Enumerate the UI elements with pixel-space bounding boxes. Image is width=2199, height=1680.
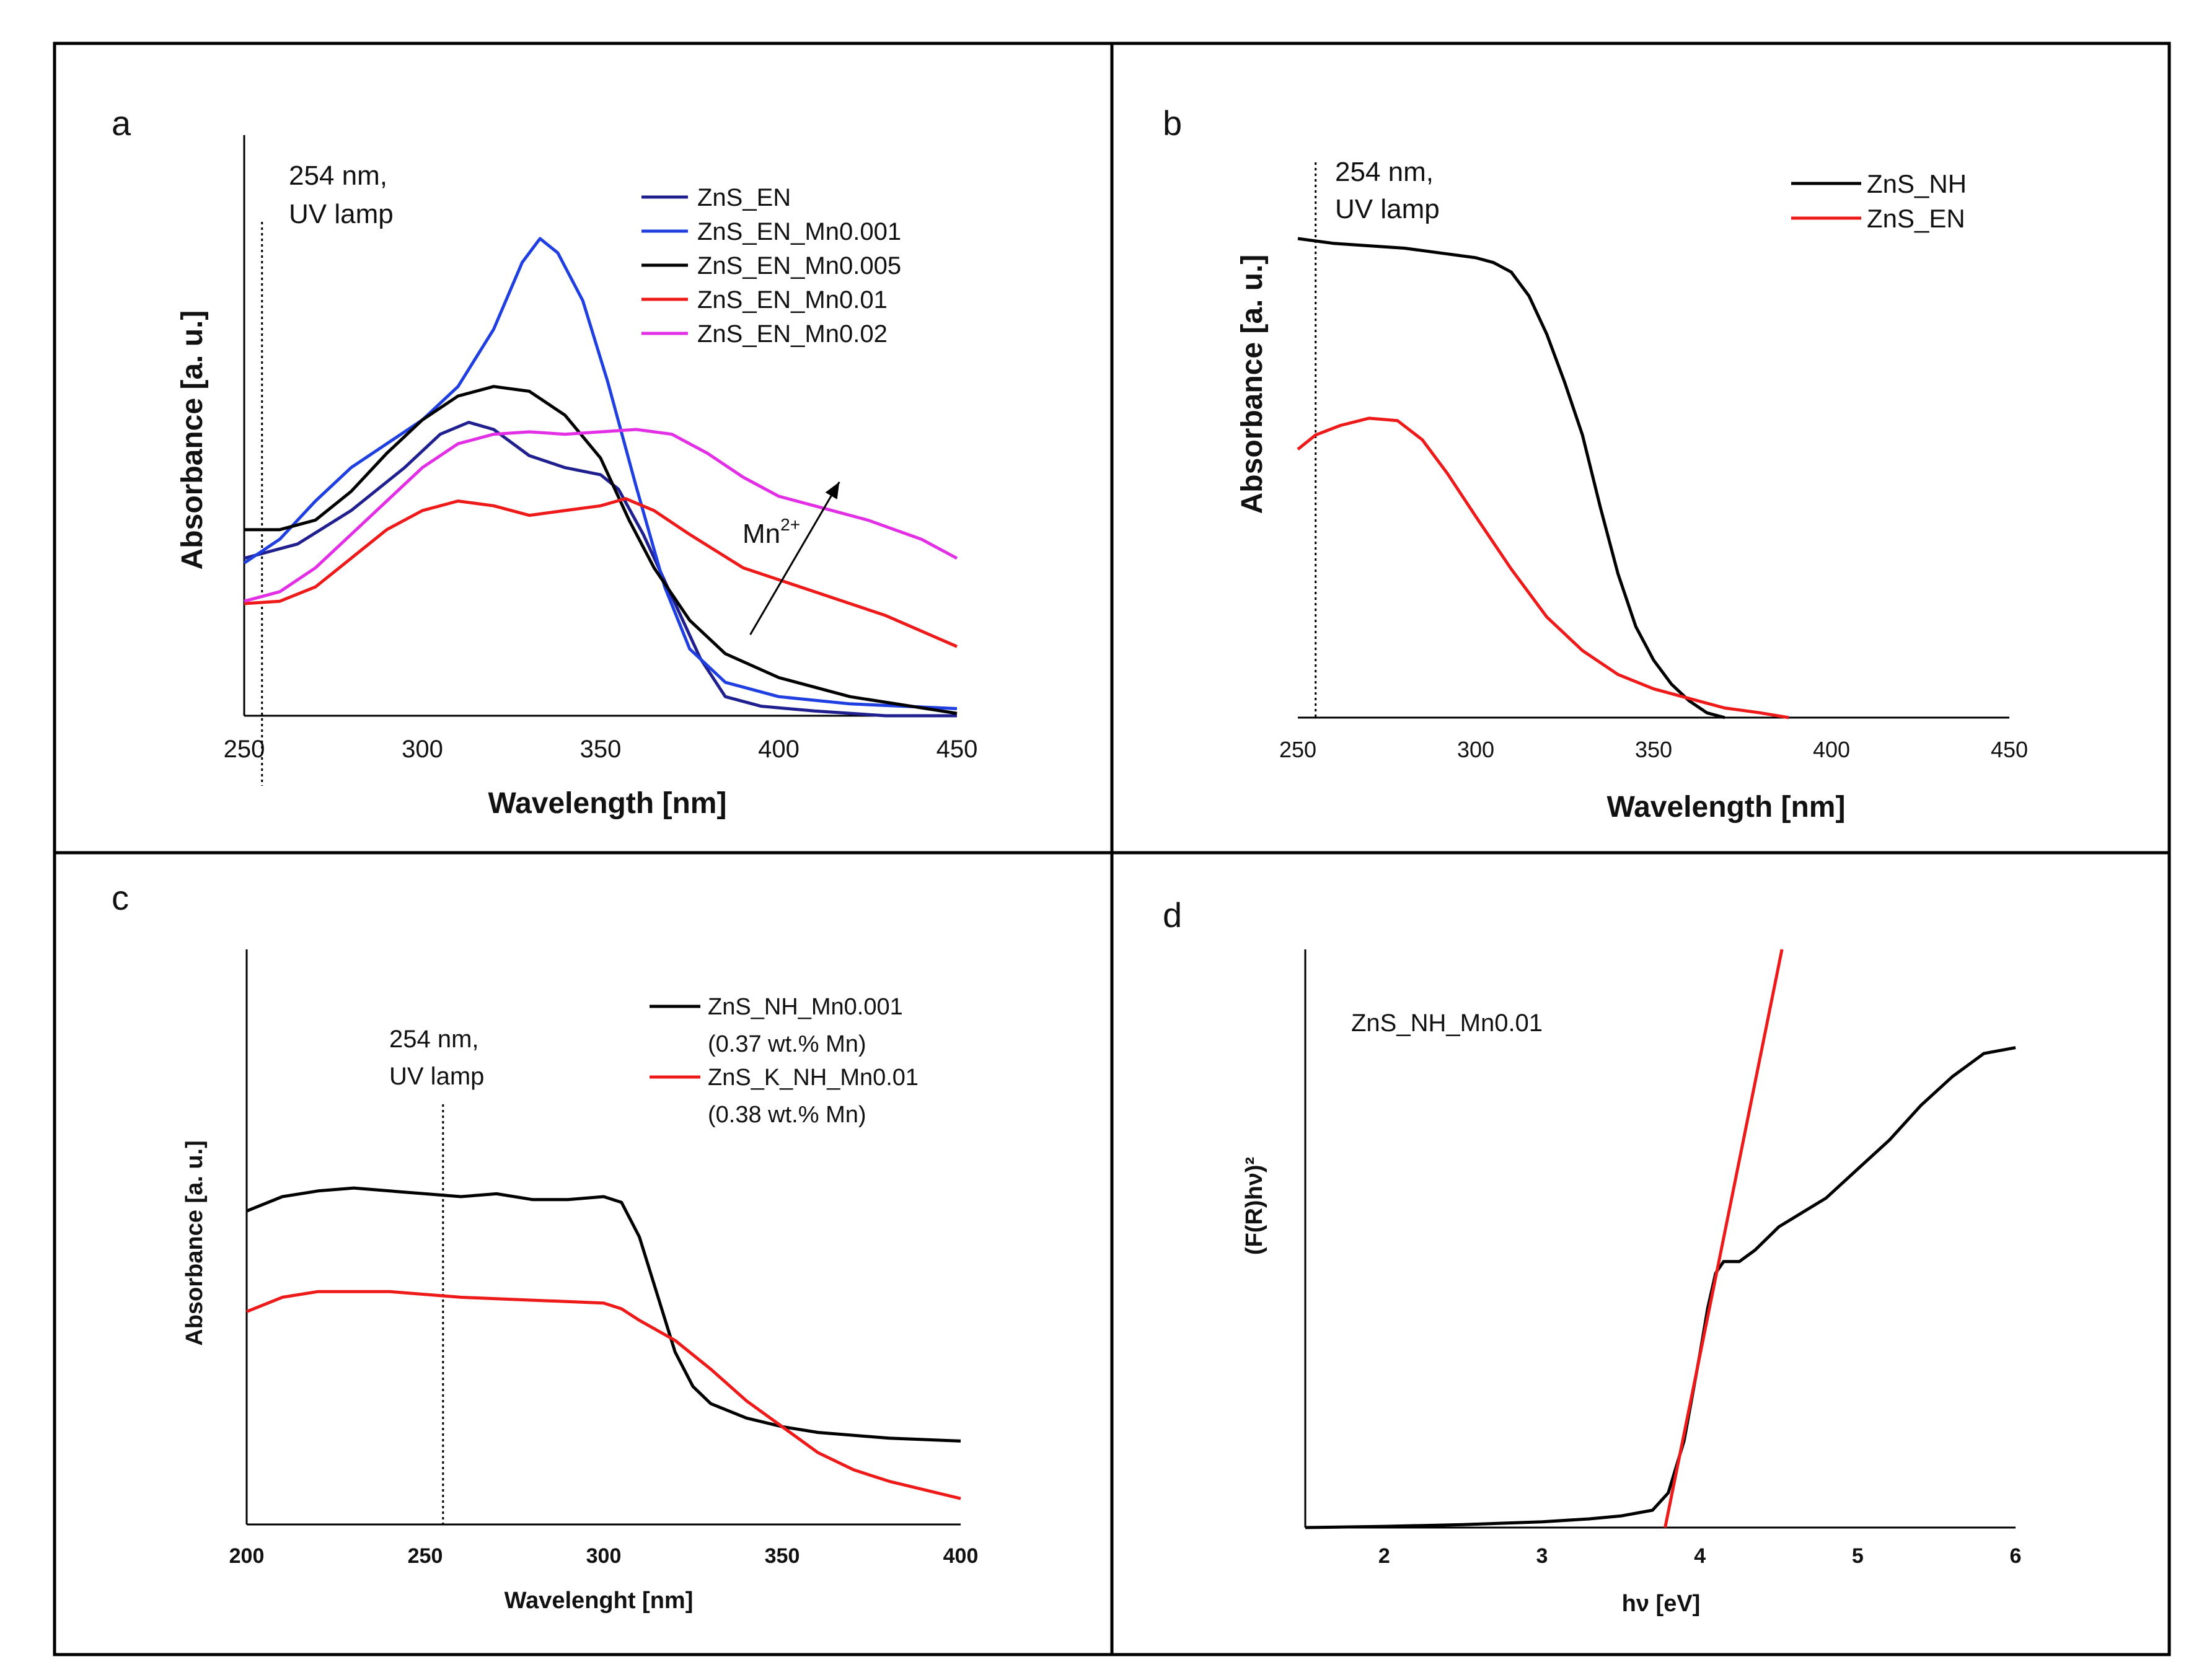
panel-a: a 250 300 350 400 450 254 nm, UV lamp Mn2+ Z…	[112, 103, 977, 820]
legend-a-label-4: ZnS_EN_Mn0.02	[697, 320, 888, 348]
panel-d-annotation: ZnS_NH_Mn0.01	[1351, 1009, 1543, 1037]
panel-a-tick-3: 400	[758, 736, 800, 763]
panel-a-annotation-line1: 254 nm,	[289, 161, 387, 191]
panel-a-tick-2: 350	[580, 736, 622, 763]
panel-b-tick-3: 400	[1813, 737, 1850, 762]
panel-d-tick-4: 6	[2010, 1544, 2022, 1568]
panel-a-tick-4: 450	[936, 736, 978, 763]
legend-c-note-1: (0.38 wt.% Mn)	[708, 1102, 866, 1128]
panel-a-series-2-line	[244, 385, 958, 715]
panel-c-tick-4: 400	[943, 1544, 979, 1568]
panel-c: c 200 250 300 350 400 254 nm, UV lamp ZnS_NH…	[112, 878, 978, 1614]
panel-a-series-1-line	[243, 237, 958, 710]
panel-a-arrowhead	[825, 482, 840, 499]
legend-a-label-2: ZnS_EN_Mn0.005	[697, 252, 901, 279]
panel-a-tick-0: 250	[224, 736, 265, 763]
panel-a-arrow	[749, 481, 840, 635]
panel-d: d 2 3 4 5 6 ZnS_NH_Mn0.01 hν [eV] (F(R)hν)²	[1163, 895, 2021, 1617]
panel-c-series-0-line	[246, 1186, 961, 1443]
panel-c-tick-2: 300	[586, 1544, 622, 1568]
panel-c-letter: c	[112, 878, 129, 917]
panel-b-letter: b	[1163, 103, 1182, 143]
panel-b: b 250 300 350 400 450 254 nm, UV lamp ZnS_NH…	[1163, 103, 2028, 824]
panel-a-mn-label: Mn2+	[743, 515, 800, 549]
legend-c-note-0: (0.37 wt.% Mn)	[708, 1031, 866, 1057]
panel-c-tick-1: 250	[408, 1544, 443, 1568]
panel-c-ylabel: Absorbance [a. u.]	[182, 1140, 208, 1346]
panel-d-ylabel: (F(R)hν)²	[1241, 1157, 1267, 1255]
legend-a-label-1: ZnS_EN_Mn0.001	[697, 218, 901, 245]
panel-b-tick-0: 250	[1279, 737, 1316, 762]
panel-b-tick-2: 350	[1635, 737, 1672, 762]
panel-b-tick-1: 300	[1457, 737, 1494, 762]
panel-c-tick-3: 350	[765, 1544, 800, 1568]
legend-b-label-1: ZnS_EN	[1867, 204, 1965, 233]
panel-c-tick-0: 200	[229, 1544, 265, 1568]
panel-d-tick-0: 2	[1378, 1544, 1390, 1568]
panel-a-legend: ZnS_EN ZnS_EN_Mn0.001 ZnS_EN_Mn0.005 ZnS…	[641, 184, 901, 348]
panel-a-series-4-line	[244, 428, 958, 603]
legend-a-label-3: ZnS_EN_Mn0.01	[697, 286, 888, 314]
panel-c-annotation-line2: UV lamp	[389, 1063, 484, 1090]
panel-b-xlabel: Wavelength [nm]	[1607, 791, 1846, 824]
panel-c-xlabel: Wavelenght [nm]	[505, 1588, 694, 1614]
legend-b-label-0: ZnS_NH	[1867, 169, 1967, 198]
panel-b-legend: ZnS_NH ZnS_EN	[1791, 169, 1967, 233]
legend-a-label-0: ZnS_EN	[697, 184, 791, 211]
panel-c-series-1-line	[246, 1290, 961, 1500]
legend-c-label-0: ZnS_NH_Mn0.001	[708, 994, 903, 1020]
panel-d-series-0-line	[1305, 1046, 2016, 1529]
panel-a-letter: a	[112, 103, 131, 143]
panel-c-legend: ZnS_NH_Mn0.001 (0.37 wt.% Mn) ZnS_K_NH_M…	[650, 994, 919, 1128]
panel-a-annotation-line2: UV lamp	[289, 199, 394, 229]
panel-d-tick-1: 3	[1536, 1544, 1548, 1568]
legend-c-label-1: ZnS_K_NH_Mn0.01	[708, 1065, 919, 1091]
panel-d-xlabel: hν [eV]	[1622, 1591, 1701, 1617]
panel-a-series-3-line	[244, 497, 958, 648]
panel-b-annotation-line1: 254 nm,	[1335, 157, 1434, 187]
panel-b-ylabel: Absorbance [a. u.]	[1236, 255, 1269, 514]
panel-a-xlabel: Wavelength [nm]	[488, 787, 727, 820]
panel-d-tick-2: 4	[1694, 1544, 1706, 1568]
panel-b-series-1-line	[1297, 416, 1789, 719]
panel-a-series-0-line	[244, 421, 957, 718]
panel-b-annotation-line2: UV lamp	[1335, 194, 1440, 224]
panel-d-letter: d	[1163, 895, 1182, 935]
panel-b-tick-4: 450	[1991, 737, 2028, 762]
panel-d-tick-3: 5	[1852, 1544, 1864, 1568]
panel-borders	[53, 42, 2171, 1656]
panel-b-series-0-line	[1297, 237, 1725, 719]
panel-a-ylabel: Absorbance [a. u.]	[176, 310, 209, 570]
panel-d-series-1-line	[1664, 949, 1784, 1528]
panel-c-annotation-line1: 254 nm,	[389, 1026, 479, 1053]
panel-a-tick-1: 300	[402, 736, 443, 763]
